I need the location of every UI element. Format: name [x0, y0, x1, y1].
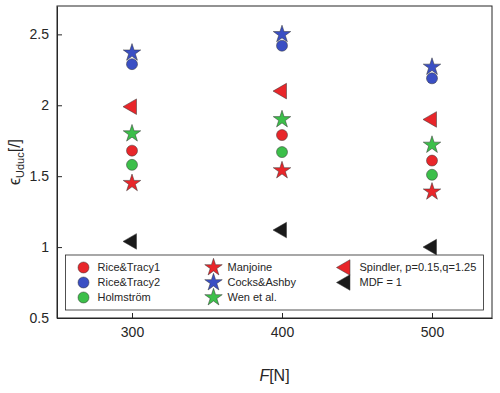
data-point: [273, 161, 290, 178]
y-tick-mark: [57, 176, 62, 177]
data-point: [277, 130, 288, 141]
legend-label: Rice&Tracy2: [98, 276, 161, 288]
points-layer: [123, 25, 441, 255]
legend-item: Spindler, p=0.15,q=1.25: [337, 260, 477, 276]
x-axis-title-unit: [N]: [269, 367, 289, 384]
data-point: [423, 136, 440, 153]
legend-item: Holmström: [78, 291, 151, 303]
x-tick-mark: [282, 313, 283, 318]
y-tick-mark: [57, 247, 62, 248]
x-tick: 500: [421, 313, 445, 340]
legend-symbol: [337, 260, 350, 276]
legend-symbol: [205, 288, 222, 305]
legend-symbol: [205, 258, 222, 275]
chart-svg: 3004005000.511.522.5Rice&Tracy1Rice&Trac…: [0, 0, 500, 393]
y-tick-label: 0.5: [30, 310, 50, 326]
plot-area: [57, 6, 492, 318]
data-point: [423, 183, 440, 200]
data-point: [123, 234, 136, 250]
x-tick-label: 400: [271, 324, 295, 340]
legend-label: Spindler, p=0.15,q=1.25: [360, 261, 477, 273]
y-tick-label: 1: [41, 239, 49, 255]
data-point: [123, 99, 136, 115]
legend-symbol: [78, 292, 89, 303]
legend-item: MDF = 1: [337, 275, 402, 291]
data-point: [273, 83, 286, 99]
series-group: [123, 25, 440, 74]
y-axis-title: ϵUduc[/]: [6, 139, 26, 185]
data-point: [127, 159, 138, 170]
data-point: [277, 147, 288, 158]
y-axis-title-unit: [/]: [6, 139, 23, 152]
x-tick-mark: [432, 313, 433, 318]
x-axis: 300 400 500: [58, 313, 493, 340]
y-tick-mark: [57, 105, 62, 106]
legend-label: Rice&Tracy1: [98, 261, 161, 273]
y-tick: 2: [41, 97, 62, 113]
series-group: [127, 40, 438, 84]
data-point: [273, 25, 290, 42]
legend-box: [66, 255, 484, 310]
y-tick: 1: [41, 239, 62, 255]
legend-item: Cocks&Ashby: [205, 273, 297, 290]
data-point: [427, 73, 438, 84]
legend-label: Holmström: [98, 291, 151, 303]
legend-item: Manjoine: [205, 258, 272, 275]
x-tick: 300: [121, 313, 145, 340]
plot-frame: [57, 6, 492, 318]
data-point: [123, 44, 140, 61]
legend-item: Wen et al.: [205, 288, 277, 305]
legend-symbol: [337, 275, 350, 291]
y-tick-label: 2.5: [30, 26, 50, 42]
legend: Rice&Tracy1 Rice&Tracy2 Holmström Manjoine C…: [66, 255, 484, 310]
legend-item: Rice&Tracy2: [78, 276, 160, 288]
chart-container: 3004005000.511.522.5Rice&Tracy1Rice&Trac…: [0, 0, 500, 393]
legend-label: Wen et al.: [228, 291, 277, 303]
y-tick-label: 1.5: [30, 168, 50, 184]
data-point: [123, 124, 140, 141]
data-point: [127, 145, 138, 156]
data-point: [273, 222, 286, 238]
data-point: [277, 40, 288, 51]
legend-symbol: [205, 273, 222, 290]
data-point: [423, 58, 440, 75]
series-group: [123, 110, 440, 152]
series-group: [123, 222, 436, 255]
legend-label: MDF = 1: [360, 276, 402, 288]
series-group: [127, 147, 438, 181]
x-tick-label: 500: [421, 324, 445, 340]
legend-label: Cocks&Ashby: [228, 276, 297, 288]
y-tick-label: 2: [41, 97, 49, 113]
data-point: [427, 169, 438, 180]
data-point: [427, 155, 438, 166]
data-point: [423, 239, 436, 255]
series-group: [123, 83, 436, 127]
x-tick: 400: [271, 313, 295, 340]
y-axis-title-symbol: ϵ: [6, 178, 23, 185]
data-point: [123, 174, 140, 191]
x-tick-label: 300: [121, 324, 145, 340]
x-tick-mark: [132, 313, 133, 318]
x-axis-title: F[N]: [259, 367, 289, 384]
data-point: [273, 110, 290, 127]
y-axis-title-subscript: Uduc: [14, 152, 26, 178]
legend-symbol: [78, 262, 89, 273]
legend-symbol: [78, 277, 89, 288]
y-tick-mark: [57, 34, 62, 35]
legend-item: Rice&Tracy1: [78, 261, 160, 273]
data-point: [127, 59, 138, 70]
legend-label: Manjoine: [228, 261, 273, 273]
series-group: [123, 161, 440, 199]
data-point: [423, 112, 436, 128]
